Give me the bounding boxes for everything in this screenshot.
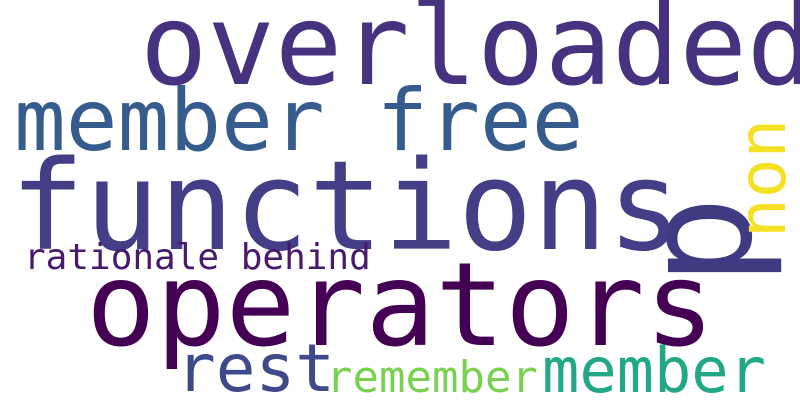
word-overloaded: overloaded <box>140 0 800 111</box>
word-member-free: member free <box>14 71 584 171</box>
word-functions: functions <box>10 135 682 279</box>
word-non: non <box>724 118 800 238</box>
word-member: member <box>542 334 766 407</box>
word-operators: operators <box>86 238 715 373</box>
word-rest: rest <box>176 330 335 407</box>
word-rationale-behind: rationale behind <box>24 237 371 278</box>
word-remember: remember <box>326 352 538 403</box>
